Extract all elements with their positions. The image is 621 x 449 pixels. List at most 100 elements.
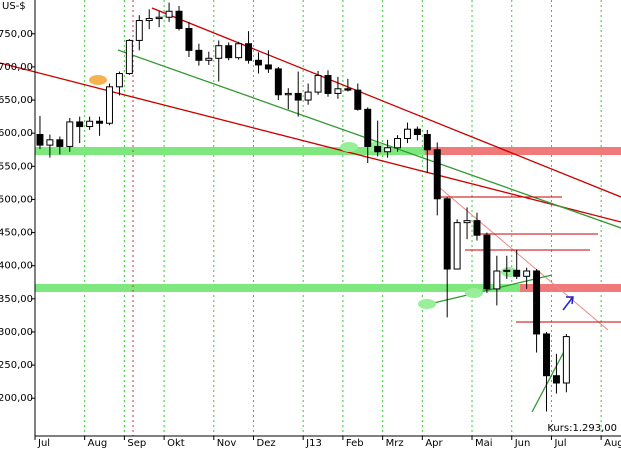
candle-body bbox=[364, 108, 372, 147]
trend-line bbox=[531, 345, 568, 413]
candle-body bbox=[96, 120, 104, 124]
candle-body bbox=[304, 91, 312, 101]
candle-body bbox=[125, 39, 133, 75]
candle-body bbox=[284, 92, 292, 96]
candle-body bbox=[453, 222, 461, 270]
candle-body bbox=[552, 375, 560, 384]
candle-body bbox=[513, 269, 521, 277]
x-tick-label: Jul bbox=[553, 438, 566, 449]
candle-body bbox=[46, 139, 54, 146]
candle-body bbox=[562, 336, 570, 384]
candle-body bbox=[443, 198, 451, 270]
y-axis-label: US-$ bbox=[2, 1, 26, 12]
candle-body bbox=[36, 134, 44, 146]
candle-body bbox=[314, 75, 322, 93]
candle-body bbox=[413, 128, 421, 136]
x-tick-label: Jul bbox=[37, 438, 50, 449]
candle-body bbox=[66, 121, 74, 147]
candle-body bbox=[354, 89, 362, 110]
candle-body bbox=[384, 147, 392, 153]
candle-body bbox=[155, 16, 163, 20]
candle-body bbox=[394, 137, 402, 149]
candle-body bbox=[403, 128, 411, 139]
marker bbox=[340, 142, 358, 152]
trend-line bbox=[439, 187, 609, 331]
x-tick-label: Jun bbox=[514, 438, 531, 449]
candle-body bbox=[145, 18, 153, 22]
support-band bbox=[35, 284, 520, 292]
x-tick-label: Dez bbox=[257, 438, 276, 449]
x-tick-label: Apr bbox=[425, 438, 443, 449]
annotations bbox=[0, 0, 621, 436]
x-tick-label: Sep bbox=[127, 438, 146, 449]
arrow-head bbox=[566, 296, 574, 305]
x-tick-label: Okt bbox=[167, 438, 185, 449]
trend-line bbox=[151, 7, 621, 198]
candle-body bbox=[106, 86, 113, 124]
candle-body bbox=[264, 64, 272, 70]
y-tick-label: 1.700,00 bbox=[0, 62, 33, 73]
x-tick-label: J13 bbox=[305, 438, 322, 449]
candle-body bbox=[115, 73, 123, 88]
candle-body bbox=[523, 270, 531, 277]
marker bbox=[465, 288, 483, 298]
candle-body bbox=[245, 43, 253, 61]
candle-body bbox=[344, 88, 352, 91]
candle-body bbox=[215, 45, 223, 59]
trend-line bbox=[0, 62, 621, 223]
marker bbox=[501, 267, 517, 277]
candle-body bbox=[205, 57, 213, 61]
candle-body bbox=[433, 149, 441, 200]
marker bbox=[418, 299, 436, 309]
candle-body bbox=[324, 75, 332, 94]
candle-body bbox=[225, 45, 233, 59]
x-tick-label: Mrz bbox=[386, 438, 404, 449]
y-tick-label: 1.500,00 bbox=[0, 194, 33, 205]
x-tick-label: Aug bbox=[88, 438, 108, 449]
candle-body bbox=[76, 121, 84, 128]
support-band bbox=[35, 147, 425, 155]
x-tick-label: Nov bbox=[217, 438, 237, 449]
y-tick-label: 1.650,00 bbox=[0, 95, 33, 106]
candle-body bbox=[374, 145, 382, 153]
y-tick-label: 1.200,00 bbox=[0, 393, 33, 404]
candle-body bbox=[483, 234, 491, 290]
candle-body bbox=[493, 270, 501, 290]
x-tick-label: Feb bbox=[346, 438, 364, 449]
candle-body bbox=[334, 88, 342, 94]
candle-body bbox=[473, 220, 481, 236]
arrow bbox=[562, 296, 574, 311]
candle-body bbox=[503, 269, 511, 272]
resistance-band bbox=[425, 147, 621, 155]
y-tick-label: 1.600,00 bbox=[0, 128, 33, 139]
candle-body bbox=[423, 134, 431, 151]
y-tick-label: 1.350,00 bbox=[0, 294, 33, 305]
y-tick-label: 1.450,00 bbox=[0, 228, 33, 239]
candle-body bbox=[185, 27, 193, 51]
candle-body bbox=[543, 333, 550, 377]
candle-body bbox=[463, 220, 471, 224]
candle-body bbox=[165, 10, 173, 18]
candle-body bbox=[235, 43, 243, 59]
candle-body bbox=[86, 120, 94, 128]
candle-body bbox=[195, 49, 203, 61]
price-note: Kurs:1.293,00 bbox=[547, 423, 617, 434]
candle-body bbox=[56, 139, 64, 147]
y-tick-label: 1.250,00 bbox=[0, 360, 33, 371]
y-tick-label: 1.400,00 bbox=[0, 261, 33, 272]
x-tick-label: Mai bbox=[475, 438, 493, 449]
trend-line bbox=[424, 274, 553, 306]
marker bbox=[89, 75, 107, 85]
candle-body bbox=[175, 10, 183, 29]
resistance-band bbox=[520, 284, 621, 292]
y-tick-label: 1.750,00 bbox=[0, 29, 33, 40]
x-tick-label: Aug bbox=[604, 438, 621, 449]
y-tick-label: 1.300,00 bbox=[0, 327, 33, 338]
candle-body bbox=[294, 92, 302, 101]
candle-body bbox=[274, 68, 282, 96]
y-tick-label: 1.550,00 bbox=[0, 161, 33, 172]
candle-body bbox=[254, 59, 262, 66]
candle-body bbox=[533, 270, 541, 335]
candle-body bbox=[135, 20, 143, 41]
